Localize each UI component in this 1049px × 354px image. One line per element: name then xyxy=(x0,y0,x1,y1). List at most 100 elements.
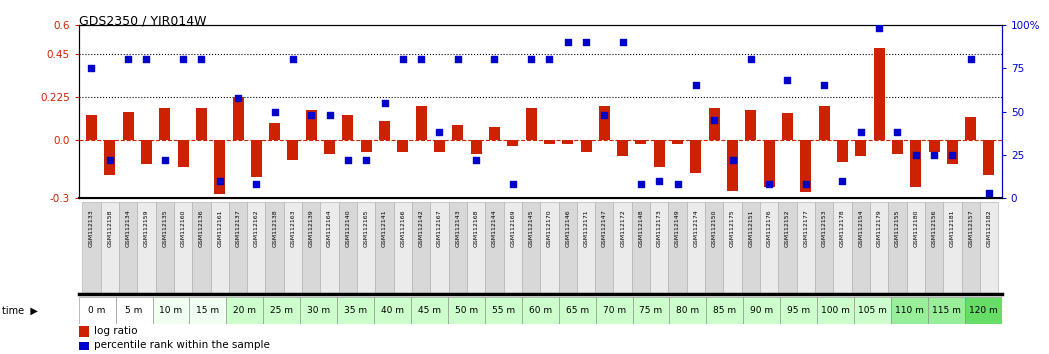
Bar xyxy=(636,141,646,144)
FancyBboxPatch shape xyxy=(558,202,577,294)
Text: GSM112162: GSM112162 xyxy=(254,209,259,247)
Text: 20 m: 20 m xyxy=(233,306,256,315)
Point xyxy=(156,157,173,163)
FancyBboxPatch shape xyxy=(852,202,870,294)
Text: GSM112160: GSM112160 xyxy=(180,209,186,247)
FancyBboxPatch shape xyxy=(79,297,115,324)
Text: GSM112148: GSM112148 xyxy=(639,209,643,247)
FancyBboxPatch shape xyxy=(412,202,430,294)
Text: GSM112168: GSM112168 xyxy=(474,209,478,247)
Text: 75 m: 75 m xyxy=(640,306,663,315)
Point xyxy=(138,57,155,62)
FancyBboxPatch shape xyxy=(227,297,263,324)
Point xyxy=(779,78,796,83)
Point xyxy=(559,39,576,45)
Text: GSM112155: GSM112155 xyxy=(895,209,900,247)
Bar xyxy=(270,123,280,141)
Text: GSM112153: GSM112153 xyxy=(821,209,827,247)
FancyBboxPatch shape xyxy=(152,297,190,324)
Text: 40 m: 40 m xyxy=(381,306,404,315)
FancyBboxPatch shape xyxy=(706,297,744,324)
FancyBboxPatch shape xyxy=(925,202,943,294)
Text: GDS2350 / YIR014W: GDS2350 / YIR014W xyxy=(79,14,207,27)
Bar xyxy=(287,141,299,160)
FancyBboxPatch shape xyxy=(596,297,633,324)
Text: 100 m: 100 m xyxy=(821,306,850,315)
Text: GSM112181: GSM112181 xyxy=(949,209,955,247)
Point xyxy=(505,182,521,187)
Point xyxy=(248,182,264,187)
FancyBboxPatch shape xyxy=(669,297,706,324)
FancyBboxPatch shape xyxy=(248,202,265,294)
FancyBboxPatch shape xyxy=(101,202,119,294)
Bar xyxy=(415,106,427,141)
FancyBboxPatch shape xyxy=(742,202,761,294)
FancyBboxPatch shape xyxy=(705,202,724,294)
FancyBboxPatch shape xyxy=(962,202,980,294)
Text: time  ▶: time ▶ xyxy=(2,306,38,316)
Bar xyxy=(965,117,977,141)
Text: 50 m: 50 m xyxy=(455,306,478,315)
Text: GSM112154: GSM112154 xyxy=(858,209,863,247)
FancyBboxPatch shape xyxy=(504,202,522,294)
FancyBboxPatch shape xyxy=(357,202,376,294)
Text: GSM112170: GSM112170 xyxy=(547,209,552,247)
Text: GSM112157: GSM112157 xyxy=(968,209,973,247)
Point xyxy=(944,152,961,158)
Text: GSM112150: GSM112150 xyxy=(711,209,716,247)
Point xyxy=(83,65,100,71)
FancyBboxPatch shape xyxy=(724,202,742,294)
Text: GSM112142: GSM112142 xyxy=(419,209,424,247)
FancyBboxPatch shape xyxy=(374,297,411,324)
Text: GSM112135: GSM112135 xyxy=(163,209,167,247)
Point xyxy=(284,57,301,62)
Bar xyxy=(855,141,866,156)
FancyBboxPatch shape xyxy=(302,202,320,294)
Bar xyxy=(874,48,884,141)
FancyBboxPatch shape xyxy=(174,202,192,294)
Point xyxy=(615,39,631,45)
Point xyxy=(596,112,613,118)
Text: 115 m: 115 m xyxy=(932,306,961,315)
Text: GSM112177: GSM112177 xyxy=(804,209,809,247)
Bar xyxy=(580,141,592,152)
Point xyxy=(303,112,320,118)
Text: GSM112164: GSM112164 xyxy=(327,209,333,247)
FancyBboxPatch shape xyxy=(906,202,925,294)
FancyBboxPatch shape xyxy=(833,202,852,294)
Text: GSM112163: GSM112163 xyxy=(291,209,296,247)
Bar xyxy=(342,115,354,141)
Point xyxy=(211,178,228,184)
Bar xyxy=(177,141,189,167)
Bar xyxy=(782,113,793,141)
FancyBboxPatch shape xyxy=(393,202,412,294)
Text: 90 m: 90 m xyxy=(750,306,773,315)
Bar xyxy=(654,141,665,167)
Point xyxy=(816,82,833,88)
Text: GSM112172: GSM112172 xyxy=(620,209,625,247)
Text: GSM112166: GSM112166 xyxy=(401,209,405,247)
Text: 15 m: 15 m xyxy=(196,306,219,315)
Point xyxy=(981,190,998,196)
Bar xyxy=(196,108,207,141)
FancyBboxPatch shape xyxy=(780,297,817,324)
Text: GSM112133: GSM112133 xyxy=(89,209,94,247)
FancyBboxPatch shape xyxy=(337,297,374,324)
Text: GSM112145: GSM112145 xyxy=(529,209,534,247)
FancyBboxPatch shape xyxy=(614,202,631,294)
Text: log ratio: log ratio xyxy=(94,326,137,336)
Point xyxy=(724,157,741,163)
FancyBboxPatch shape xyxy=(155,202,174,294)
Bar xyxy=(727,141,738,190)
Text: GSM112175: GSM112175 xyxy=(730,209,735,247)
Point xyxy=(633,182,649,187)
Bar xyxy=(746,110,756,141)
Text: 65 m: 65 m xyxy=(565,306,588,315)
FancyBboxPatch shape xyxy=(376,202,393,294)
Point xyxy=(907,152,924,158)
Text: GSM112156: GSM112156 xyxy=(932,209,937,247)
Point xyxy=(377,100,393,106)
Point xyxy=(120,57,136,62)
Point xyxy=(925,152,942,158)
Point xyxy=(468,157,485,163)
